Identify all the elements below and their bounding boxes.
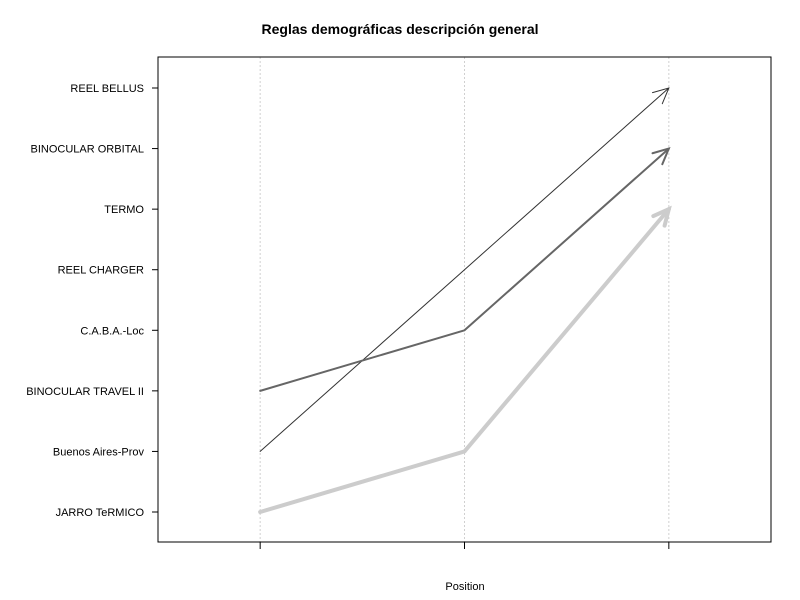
y-tick-label-3: C.A.B.A.-Loc <box>80 325 144 337</box>
chart-title: Reglas demográficas descripción general <box>262 21 539 37</box>
x-axis <box>259 542 670 549</box>
series-line-1 <box>259 87 670 452</box>
y-tick-label-1: Buenos Aires-Prov <box>53 446 145 458</box>
y-tick-label-0: JARRO TeRMICO <box>56 507 145 519</box>
series-arrowhead-3 <box>651 205 672 228</box>
series-line-3 <box>258 207 671 514</box>
x-axis-label: Position <box>445 581 484 593</box>
y-tick-label-7: REEL BELLUS <box>70 83 144 95</box>
y-tick-label-5: TERMO <box>104 204 144 216</box>
series-arrowhead-1 <box>651 87 670 105</box>
y-tick-label-2: BINOCULAR TRAVEL II <box>26 386 144 398</box>
series-line-2 <box>259 147 670 392</box>
y-axis: JARRO TeRMICO Buenos Aires-Prov BINOCULAR … <box>26 83 158 519</box>
series-group <box>258 87 672 514</box>
y-tick-label-4: REEL CHARGER <box>58 265 144 277</box>
grid-lines <box>259 57 670 542</box>
y-tick-label-6: BINOCULAR ORBITAL <box>31 144 145 156</box>
series-arrowhead-2 <box>651 147 671 166</box>
